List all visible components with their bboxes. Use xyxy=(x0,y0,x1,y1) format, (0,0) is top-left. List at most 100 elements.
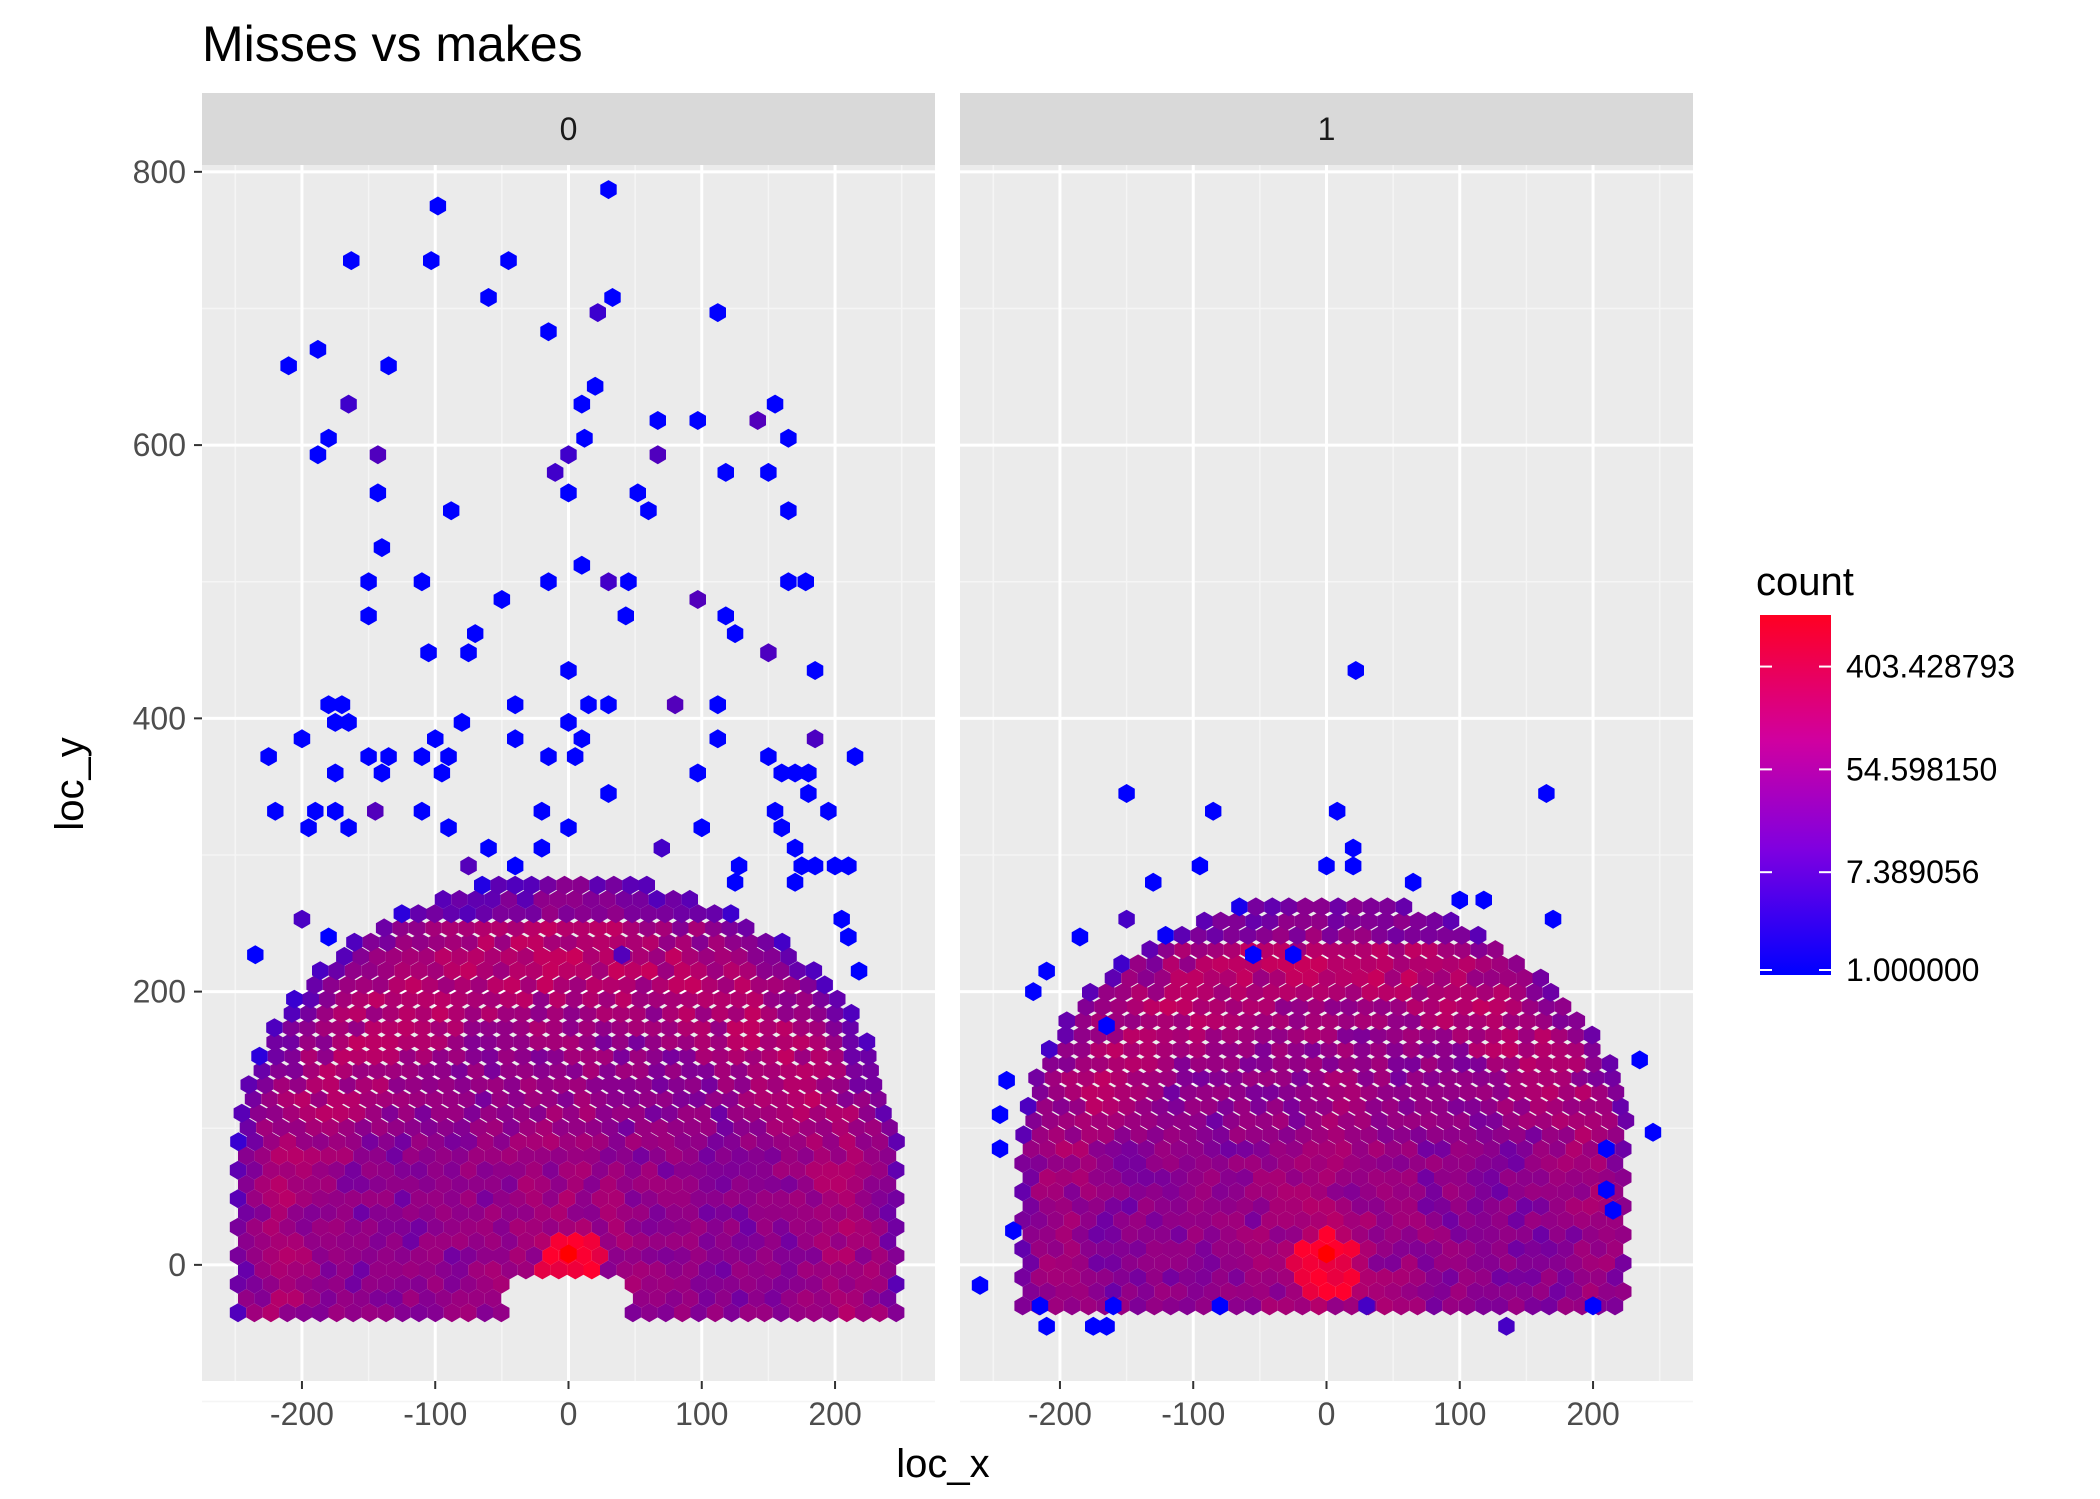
hex-bin xyxy=(748,1231,765,1251)
hex-bin xyxy=(727,1032,744,1052)
hex-bin xyxy=(355,1075,373,1095)
hex-bin xyxy=(270,1288,288,1308)
hex-bin xyxy=(509,1160,526,1180)
hex-bin xyxy=(629,1003,646,1023)
hex-bin xyxy=(535,1117,553,1137)
hex-bin xyxy=(1358,1296,1375,1316)
hex-bin xyxy=(295,1217,312,1237)
hex-bin xyxy=(293,909,311,929)
hex-bin xyxy=(1146,1182,1163,1202)
hex-bin xyxy=(1189,1039,1206,1059)
hex-bin xyxy=(1211,1239,1229,1259)
hex-bin xyxy=(1030,1210,1048,1230)
hex-bin xyxy=(312,1217,329,1237)
hex-bin xyxy=(467,889,485,909)
hex-bin xyxy=(1541,1125,1559,1145)
x-tick-label: 200 xyxy=(808,1396,861,1432)
hex-bin xyxy=(1549,1282,1566,1302)
hex-bin xyxy=(723,1274,740,1294)
hex-bin xyxy=(476,1189,493,1209)
hex-bin xyxy=(858,1032,876,1052)
hex-bin xyxy=(1365,1096,1382,1116)
hex-bin xyxy=(723,1246,740,1266)
hex-bin xyxy=(1228,1182,1245,1202)
hex-bin xyxy=(726,624,744,644)
hex-bin xyxy=(438,975,455,995)
hex-bin xyxy=(705,1089,722,1109)
hex-bin xyxy=(1179,1182,1196,1202)
hex-bin xyxy=(1341,1068,1358,1088)
hex-bin xyxy=(484,1060,501,1080)
hex-bin xyxy=(1458,1296,1476,1316)
hex-bin xyxy=(1390,1068,1407,1088)
hex-bin xyxy=(1335,968,1352,988)
hex-bin xyxy=(1450,1253,1467,1273)
hex-bin xyxy=(435,1203,452,1223)
hex-bin xyxy=(1322,940,1339,960)
hex-bin xyxy=(536,1075,554,1095)
hex-bin xyxy=(731,946,748,966)
hex-bin xyxy=(1458,954,1476,974)
hex-bin xyxy=(580,1046,597,1066)
hex-bin xyxy=(749,1117,767,1137)
hex-bin xyxy=(1549,1196,1566,1216)
hex-bin xyxy=(1584,1111,1602,1131)
hex-bin xyxy=(401,989,418,1009)
hex-bin xyxy=(1521,997,1539,1017)
hex-bin xyxy=(287,1203,304,1223)
hex-bin xyxy=(542,1217,559,1237)
hex-bin xyxy=(629,1046,647,1066)
hex-bin xyxy=(1077,997,1095,1017)
hex-bin xyxy=(1123,1025,1140,1045)
hex-bin xyxy=(1244,1239,1262,1259)
hex-bin xyxy=(1022,1196,1040,1216)
hex-bin xyxy=(1351,1253,1369,1273)
hex-bin xyxy=(1098,1316,1115,1336)
hex-bin xyxy=(1305,925,1322,945)
hex-bin xyxy=(608,1246,625,1266)
hex-bin xyxy=(658,1132,675,1152)
hex-bin xyxy=(734,975,751,995)
hex-bin xyxy=(628,1032,645,1052)
hex-bin xyxy=(805,1217,823,1237)
hex-bin xyxy=(1187,1253,1204,1273)
hex-bin xyxy=(728,1046,745,1066)
hex-bin xyxy=(427,1132,445,1152)
hex-bin xyxy=(1453,1054,1471,1074)
hex-bin xyxy=(1190,1111,1207,1131)
hex-bin xyxy=(723,1303,740,1323)
hex-bin xyxy=(772,1217,790,1237)
hex-bin xyxy=(1337,1039,1354,1059)
hex-bin xyxy=(1403,1111,1421,1131)
hex-bin xyxy=(1456,1068,1473,1088)
hex-bin xyxy=(677,1032,695,1052)
hex-bin xyxy=(1565,1253,1583,1273)
hex-bin xyxy=(689,411,706,430)
hex-bin xyxy=(542,1132,560,1152)
hex-bin xyxy=(1312,982,1329,1002)
hex-bin xyxy=(1271,1039,1288,1059)
hex-bin xyxy=(641,1303,658,1323)
hex-bin xyxy=(1179,1125,1197,1145)
hex-bin xyxy=(1470,940,1488,960)
hex-bin xyxy=(1530,1096,1547,1116)
hex-bin xyxy=(1338,1054,1355,1074)
hex-bin xyxy=(616,1260,633,1280)
hex-bin xyxy=(1104,1282,1122,1302)
hex-bin xyxy=(1247,897,1265,917)
x-axis-title: loc_x xyxy=(896,1442,989,1486)
hex-bin xyxy=(364,1018,382,1038)
legend-label: 1.000000 xyxy=(1846,952,1979,988)
hex-bin xyxy=(1170,1253,1188,1273)
hex-bin xyxy=(553,1075,570,1095)
hex-bin xyxy=(1313,897,1330,917)
hex-bin xyxy=(608,1217,625,1237)
hex-bin xyxy=(605,875,623,895)
hex-bin xyxy=(789,1217,806,1237)
hex-bin xyxy=(1206,925,1224,945)
hex-bin xyxy=(632,946,649,966)
hex-bin xyxy=(517,1260,535,1280)
hex-bin xyxy=(1104,1168,1122,1188)
